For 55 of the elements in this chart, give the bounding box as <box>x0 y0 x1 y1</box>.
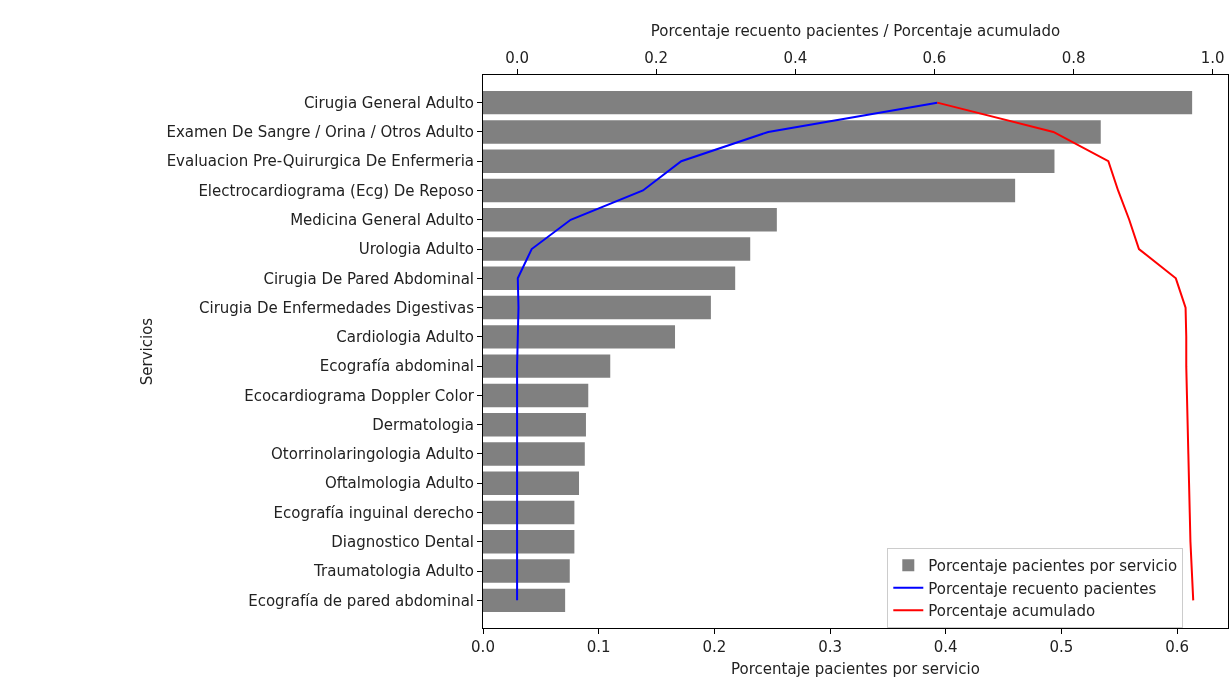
bar <box>483 120 1101 144</box>
legend-label: Porcentaje acumulado <box>928 602 1096 621</box>
x2-tick-label: 0.2 <box>644 49 669 67</box>
y-tick-label: Medicina General Adulto <box>290 211 474 230</box>
x-tick-label: 0.1 <box>586 638 611 656</box>
y-tick-label: Oftalmologia Adulto <box>324 474 474 493</box>
y-axis-title: Servicios <box>137 317 156 386</box>
bar <box>483 237 751 261</box>
bar <box>483 354 611 378</box>
y-tick-label: Diagnostico Dental <box>331 533 474 552</box>
legend-label: Porcentaje recuento pacientes <box>928 579 1157 598</box>
y-tick-label: Ecografía abdominal <box>319 357 474 376</box>
y-tick-label: Cirugia De Pared Abdominal <box>263 269 474 288</box>
y-tick-label: Otorrinolaringologia Adulto <box>271 445 474 464</box>
y-tick-label: Urologia Adulto <box>358 240 474 259</box>
x-tick-label: 0.4 <box>933 638 958 656</box>
y-tick-label: Electrocardiograma (Ecg) De Reposo <box>198 181 474 200</box>
bar <box>483 208 777 232</box>
bar <box>483 500 575 525</box>
x-axis-title: Porcentaje pacientes por servicio <box>731 660 980 678</box>
x2-axis-title: Porcentaje recuento pacientes / Porcentaje acumulado <box>650 22 1061 41</box>
x2-tick-label: 0.6 <box>922 49 947 67</box>
y-tick-label: Cirugia De Enfermedades Digestivas <box>198 298 475 317</box>
y-tick-label: Cardiologia Adulto <box>336 328 474 347</box>
bar <box>483 588 566 613</box>
bar <box>483 295 711 320</box>
bar <box>483 266 736 291</box>
y-tick-label: Evaluacion Pre-Quirurgica De Enfermeria <box>166 152 474 171</box>
y-tick-label: Ecografía de pared abdominal <box>248 591 474 610</box>
x2-tick-label: 1.0 <box>1200 49 1225 67</box>
x-tick-label: 0.6 <box>1165 638 1190 656</box>
bar <box>483 178 1016 203</box>
y-tick-label: Ecografía inguinal derecho <box>273 503 474 522</box>
y-tick-label: Traumatologia Adulto <box>313 562 474 581</box>
bar <box>483 90 1193 115</box>
x-tick-label: 0.3 <box>818 638 842 656</box>
x-tick-label: 0.0 <box>471 638 495 656</box>
bar <box>483 383 589 408</box>
y-tick-label: Examen De Sangre / Orina / Otros Adulto <box>166 123 474 142</box>
bar <box>483 442 585 466</box>
x2-tick-label: 0.4 <box>783 49 808 67</box>
bar <box>483 325 676 349</box>
bar <box>483 471 580 495</box>
bar <box>483 412 586 437</box>
x2-tick-label: 0.0 <box>505 49 530 67</box>
x2-tick-label: 0.8 <box>1061 49 1086 67</box>
legend-label: Porcentaje pacientes por servicio <box>928 557 1178 576</box>
y-tick-label: Dermatologia <box>372 415 474 434</box>
bar <box>483 149 1055 173</box>
bar <box>483 559 570 583</box>
x-tick-label: 0.2 <box>702 638 727 656</box>
y-tick-label: Ecocardiograma Doppler Color <box>244 386 475 405</box>
x-tick-label: 0.5 <box>1049 638 1074 656</box>
bar <box>483 530 575 554</box>
y-tick-label: Cirugia General Adulto <box>303 93 474 112</box>
